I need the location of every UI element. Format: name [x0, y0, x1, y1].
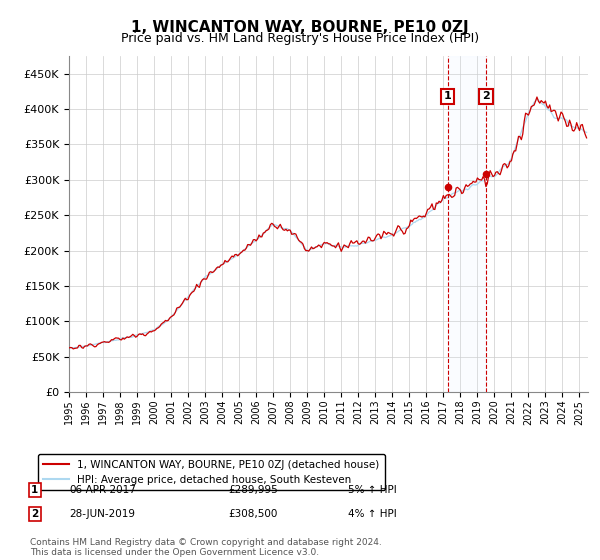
Text: 1, WINCANTON WAY, BOURNE, PE10 0ZJ: 1, WINCANTON WAY, BOURNE, PE10 0ZJ — [131, 20, 469, 35]
Text: 2: 2 — [482, 91, 490, 101]
Text: 4% ↑ HPI: 4% ↑ HPI — [348, 509, 397, 519]
Text: £289,995: £289,995 — [228, 485, 278, 495]
Text: 1: 1 — [31, 485, 38, 495]
Text: Contains HM Land Registry data © Crown copyright and database right 2024.
This d: Contains HM Land Registry data © Crown c… — [30, 538, 382, 557]
Text: 1: 1 — [444, 91, 451, 101]
Bar — [448, 56, 486, 392]
Point — [481, 169, 491, 178]
Text: Price paid vs. HM Land Registry's House Price Index (HPI): Price paid vs. HM Land Registry's House … — [121, 32, 479, 45]
Text: 2: 2 — [31, 509, 38, 519]
Text: 5% ↑ HPI: 5% ↑ HPI — [348, 485, 397, 495]
Legend: 1, WINCANTON WAY, BOURNE, PE10 0ZJ (detached house), HPI: Average price, detache: 1, WINCANTON WAY, BOURNE, PE10 0ZJ (deta… — [38, 454, 385, 490]
Text: 06-APR-2017: 06-APR-2017 — [69, 485, 136, 495]
Text: £308,500: £308,500 — [228, 509, 277, 519]
Point — [443, 183, 452, 192]
Text: 28-JUN-2019: 28-JUN-2019 — [69, 509, 135, 519]
